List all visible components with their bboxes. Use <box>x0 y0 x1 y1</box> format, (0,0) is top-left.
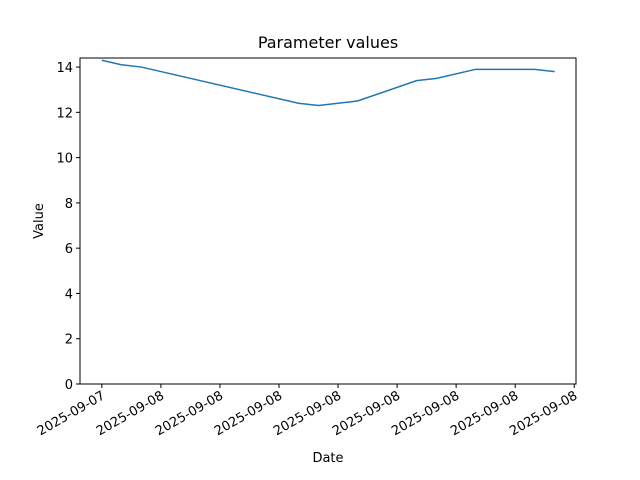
y-axis-label: Value <box>32 203 47 239</box>
y-tick-label: 2 <box>65 333 73 348</box>
y-tick-label: 10 <box>56 152 73 167</box>
line <box>101 59 555 107</box>
y-tick-label: 8 <box>65 197 73 212</box>
x-tick-label: 2025-09-08 <box>507 388 580 439</box>
y-tick-label: 12 <box>56 106 73 121</box>
x-axis-label: Date <box>312 451 343 466</box>
chart-title: Parameter values <box>258 33 398 52</box>
y-tick-label: 4 <box>65 287 73 302</box>
y-tick-label: 6 <box>65 242 73 257</box>
y-tick-label: 0 <box>65 378 73 393</box>
plot-frame <box>79 57 577 385</box>
y-tick-label: 14 <box>56 61 73 76</box>
